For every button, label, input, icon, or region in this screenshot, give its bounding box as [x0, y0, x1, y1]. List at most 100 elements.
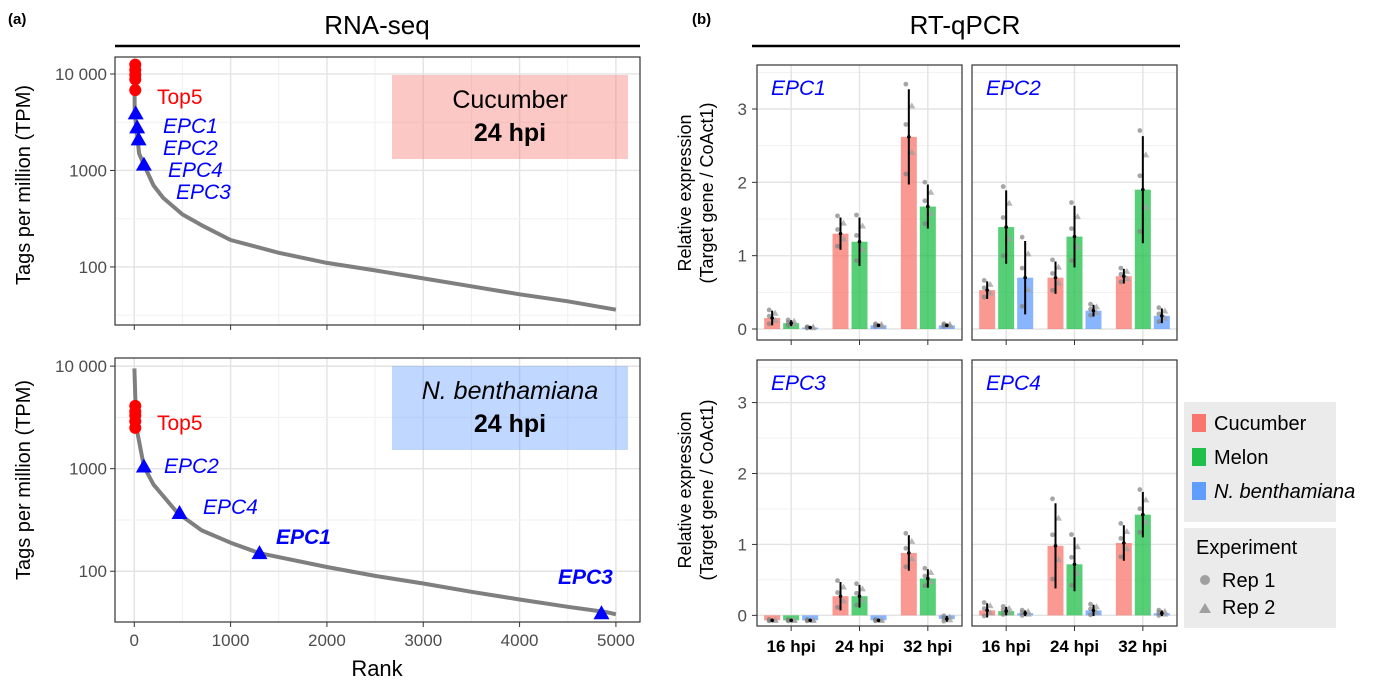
rep2-point: [908, 537, 916, 544]
rep1-point: [854, 581, 859, 587]
y-tick-label: 100: [79, 258, 107, 277]
rnaseq-benth-panel: N. benthamiana 24 hpi Top5 EPC2 EPC4 EPC…: [55, 357, 641, 650]
section-title-rtqpcr: RT-qPCR: [910, 10, 1021, 40]
x-tick-label: 0: [130, 631, 139, 650]
rep2-point: [1142, 496, 1150, 503]
rep1-point: [1156, 311, 1162, 317]
rnaseq-gridlines: [115, 57, 640, 325]
rep2-point: [1055, 556, 1062, 563]
rep2-point: [840, 583, 847, 590]
y-tick-label: 1000: [69, 460, 107, 479]
rep1-point: [854, 590, 859, 596]
facet-border: [971, 64, 1178, 341]
rep1-point: [1088, 306, 1093, 312]
rep1-point: [1156, 319, 1162, 324]
rep2-point: [986, 280, 994, 287]
facet-title: EPC4: [986, 372, 1041, 395]
legend-label-cucumber: Cucumber: [1214, 413, 1307, 435]
rep2-point: [1142, 203, 1150, 210]
rep2-point: [771, 309, 779, 316]
bar-n-benthamiana: [938, 325, 955, 329]
gene-marker-epc3: [135, 156, 152, 171]
mean-point: [1091, 608, 1096, 613]
rep1-point: [1050, 576, 1055, 582]
rep1-point: [903, 81, 909, 87]
rep1-point: [835, 604, 840, 610]
benth-box-title: N. benthamiana: [422, 377, 599, 405]
panel-label-a: (a): [8, 11, 26, 28]
panel-label-b: (b): [692, 11, 711, 28]
rep1-point: [922, 198, 928, 204]
gene-marker-epc4: [130, 131, 147, 146]
facet-border: [756, 359, 963, 627]
bar-n-benthamiana: [802, 615, 819, 621]
rep2-point: [1123, 275, 1131, 282]
gene-marker-epc4: [171, 504, 188, 519]
mean-point: [907, 135, 911, 139]
rep1-point: [922, 565, 928, 571]
rep2-point: [1005, 604, 1013, 611]
rep1-point: [785, 617, 791, 622]
mean-point: [770, 316, 774, 320]
rep1-point: [1118, 535, 1124, 541]
bar-melon: [919, 206, 936, 329]
bar-melon: [998, 227, 1015, 329]
mean-point: [857, 594, 862, 599]
mean-point: [1141, 187, 1145, 192]
legend-swatch-cucumber: [1192, 414, 1206, 432]
rep1-point: [981, 600, 987, 605]
mean-point: [985, 608, 989, 613]
bar-melon: [1134, 189, 1151, 329]
y-tick-label: 1: [738, 535, 747, 554]
rep2-point: [1074, 213, 1081, 220]
facet-title: EPC1: [771, 77, 826, 100]
rep1-point: [1137, 229, 1143, 234]
benth-label-epc3: EPC3: [558, 566, 613, 589]
y-tick-label: 10 000: [55, 65, 107, 84]
bar-cucumber: [764, 615, 781, 621]
rep2-point: [927, 210, 935, 217]
rep1-point: [1069, 554, 1074, 560]
rep1-point: [766, 307, 772, 313]
rep2-point: [1074, 243, 1081, 250]
rank-curve: [132, 368, 617, 617]
rep1-point: [835, 590, 840, 595]
gene-marker-epc2: [129, 119, 146, 134]
rep1-point: [1118, 279, 1124, 285]
legend-label-benth: N. benthamiana: [1214, 481, 1355, 503]
rep1-point: [903, 122, 909, 127]
mean-point: [1072, 234, 1077, 239]
rep2-point: [908, 555, 916, 562]
qpcr-bottom-ylabel-line1: Relative expression: [675, 411, 695, 568]
qpcr-bottom-ylabel-line2: (Target gene / CoAct1): [697, 399, 717, 580]
rep1-point: [1000, 607, 1006, 613]
rep2-point: [1024, 250, 1032, 257]
rep1-point: [835, 227, 840, 232]
rnaseq-xlabel: Rank: [351, 656, 403, 681]
rep1-point: [785, 317, 791, 323]
rep2-point: [927, 568, 935, 575]
gene-marker-epc3: [593, 605, 610, 620]
rep1-point: [1019, 303, 1025, 309]
benth-label-epc1: EPC1: [276, 526, 331, 549]
rep1-point: [1000, 184, 1006, 189]
rep1-point: [981, 285, 987, 291]
rnaseq-cucumber-panel-border: [114, 56, 641, 326]
legend-rep1-label: Rep 1: [1222, 570, 1275, 592]
rep1-point: [1019, 234, 1025, 240]
rep1-point: [922, 179, 928, 185]
mean-point: [770, 618, 774, 623]
rep2-point: [859, 246, 866, 253]
rep1-point: [1137, 128, 1143, 133]
facet-epc4: 16 hpi 24 hpi 32 hpi EPC4: [971, 359, 1178, 656]
mean-point: [1072, 562, 1077, 567]
rep1-point: [922, 573, 928, 579]
legend-swatch-melon: [1192, 448, 1206, 466]
rep1-point: [981, 613, 987, 619]
cucumber-label-epc3: EPC3: [176, 181, 231, 204]
top5-point: [129, 73, 142, 86]
cucumber-label-epc4: EPC4: [168, 159, 223, 182]
rep2-point: [771, 316, 779, 323]
facet-title: EPC2: [986, 77, 1041, 100]
